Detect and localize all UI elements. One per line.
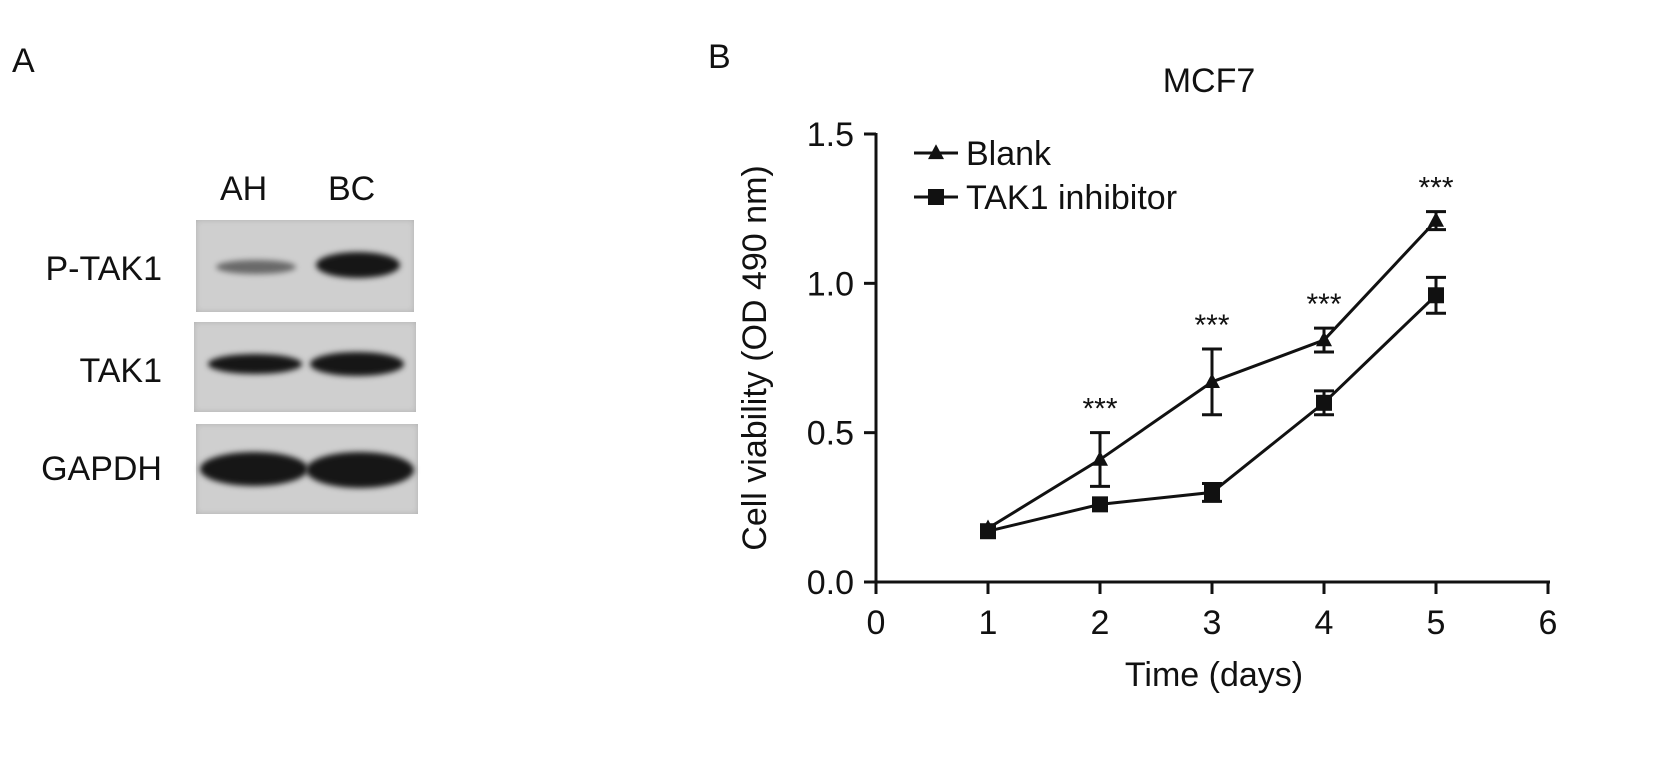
- legend-label-blank: Blank: [966, 135, 1052, 173]
- blot-strip-gapdh: [196, 424, 418, 514]
- data-point-blank: [1204, 373, 1220, 389]
- significance-marker: ***: [1418, 172, 1453, 205]
- data-point-inhibitor: [980, 523, 996, 540]
- blot-strip-tak1: [194, 322, 416, 412]
- y-tick-label: 0.0: [807, 564, 854, 602]
- legend-marker-blank: [928, 144, 944, 160]
- band-gapdh-ah: [200, 452, 308, 486]
- x-axis-label: Time (days): [1125, 656, 1303, 694]
- band-p-tak1-ah: [216, 260, 296, 274]
- data-point-inhibitor: [1428, 287, 1444, 304]
- x-tick-label: 6: [1539, 604, 1558, 642]
- chart-title: MCF7: [1163, 62, 1256, 100]
- x-tick-label: 3: [1203, 604, 1222, 642]
- blot-row-label-p-tak1: P-TAK1: [45, 250, 162, 288]
- x-tick-label: 5: [1427, 604, 1446, 642]
- band-p-tak1-bc: [316, 252, 400, 278]
- panel-b-label: B: [708, 38, 731, 76]
- x-tick-label: 1: [979, 604, 998, 642]
- band-tak1-ah: [208, 354, 302, 374]
- panel-a-label: A: [12, 42, 35, 80]
- blot-strip-p-tak1: [196, 220, 414, 312]
- lane-label-ah: AH: [220, 170, 268, 208]
- x-tick-label: 4: [1315, 604, 1334, 642]
- data-point-inhibitor: [1204, 484, 1220, 501]
- x-tick-label: 2: [1091, 604, 1110, 642]
- band-gapdh-bc: [306, 452, 414, 488]
- legend-marker-inhibitor: [928, 189, 944, 205]
- data-point-blank: [1092, 450, 1108, 466]
- data-point-blank: [1428, 211, 1444, 227]
- blot-row-label-tak1: TAK1: [79, 352, 162, 390]
- blot-row-label-gapdh: GAPDH: [41, 450, 162, 488]
- significance-marker: ***: [1194, 309, 1229, 342]
- x-tick-label: 0: [867, 604, 886, 642]
- data-point-inhibitor: [1092, 496, 1108, 513]
- y-tick-label: 1.5: [807, 116, 854, 154]
- data-point-blank: [1316, 331, 1332, 347]
- y-tick-label: 0.5: [807, 415, 854, 453]
- band-tak1-bc: [310, 352, 404, 376]
- y-axis-label: Cell viability (OD 490 nm): [736, 165, 774, 550]
- significance-marker: ***: [1306, 288, 1341, 321]
- legend-label-inhibitor: TAK1 inhibitor: [966, 179, 1177, 217]
- lane-label-bc: BC: [328, 170, 376, 208]
- y-tick-label: 1.0: [807, 265, 854, 303]
- significance-marker: ***: [1082, 393, 1117, 426]
- data-point-inhibitor: [1316, 394, 1332, 411]
